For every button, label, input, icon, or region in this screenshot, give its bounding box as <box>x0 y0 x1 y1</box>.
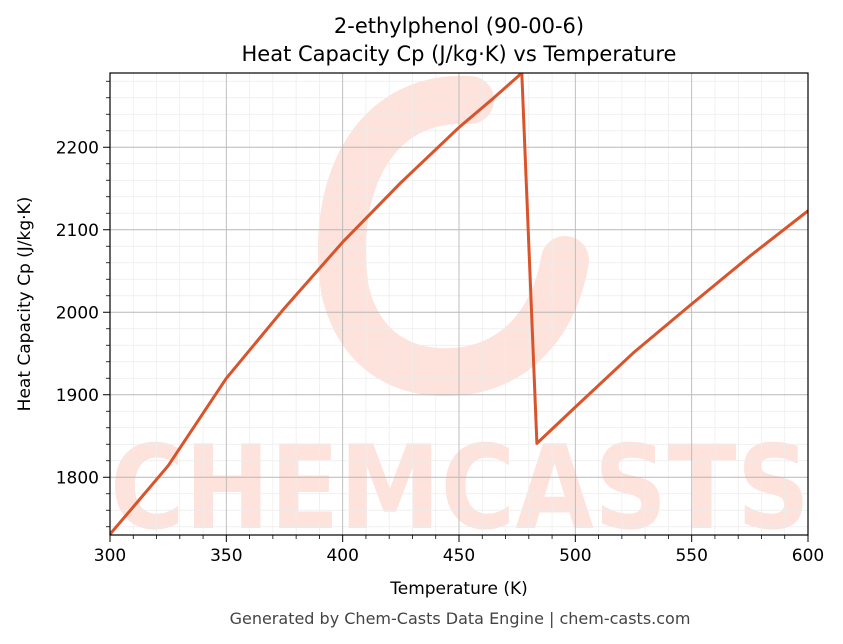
x-tick-label: 350 <box>210 546 242 566</box>
series-line-cp <box>110 73 808 535</box>
x-tick-label: 300 <box>94 546 126 566</box>
series-layer <box>110 73 808 535</box>
watermark-logo-arc <box>318 75 589 397</box>
axis-ticks: 300 350 400 450 500 550 600 1800 1900 2000 2100 220… <box>56 80 824 566</box>
watermark: CHEMCASTS <box>110 75 810 556</box>
major-grid <box>109 73 809 535</box>
x-tick-label: 550 <box>675 546 707 566</box>
chart-title-line1: 2-ethylphenol (90-00-6) <box>334 14 584 38</box>
y-tick-label: 2000 <box>56 303 99 323</box>
watermark-text: CHEMCASTS <box>110 421 810 556</box>
x-tick-label: 600 <box>792 546 824 566</box>
x-tick-label: 450 <box>443 546 475 566</box>
x-axis-label: Temperature (K) <box>389 579 528 599</box>
chart-title-line2: Heat Capacity Cp (J/kg·K) vs Temperature <box>242 42 677 66</box>
y-tick-label: 2100 <box>56 221 99 241</box>
x-tick-label: 400 <box>326 546 358 566</box>
x-tick-label: 500 <box>559 546 591 566</box>
footer-credit: Generated by Chem-Casts Data Engine | ch… <box>230 609 691 628</box>
y-axis-label: Heat Capacity Cp (J/kg·K) <box>15 197 35 412</box>
y-tick-label: 2200 <box>56 138 99 158</box>
y-tick-label: 1800 <box>56 468 99 488</box>
y-tick-label: 1900 <box>56 386 99 406</box>
